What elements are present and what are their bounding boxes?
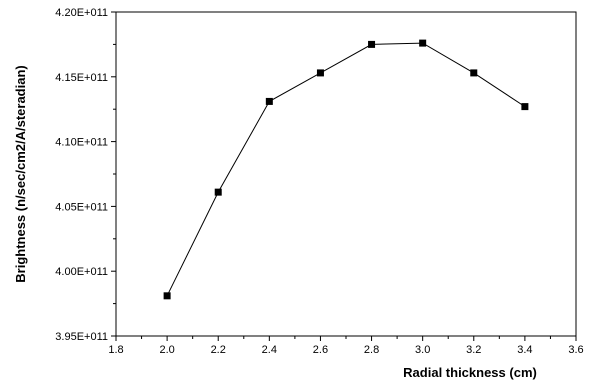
x-tick-label: 3.6 [568, 344, 583, 356]
y-tick-label: 4.15E+011 [55, 72, 108, 84]
x-tick-label: 3.4 [517, 344, 532, 356]
x-tick-label: 2.6 [313, 344, 328, 356]
plot-area-border [115, 11, 577, 337]
y-tick-label: 4.00E+011 [55, 266, 108, 278]
series-line [166, 42, 526, 297]
series-group [163, 39, 529, 300]
y-tick-label: 3.95E+011 [55, 331, 108, 343]
y-axis-tick-labels: 3.95E+011 4.00E+011 4.05E+011 4.10E+011 4.15… [55, 7, 108, 343]
x-tick-label: 2.0 [159, 344, 174, 356]
data-point-marker [265, 97, 273, 105]
x-axis-label: Radial thickness (cm) [403, 365, 537, 380]
y-axis-label: Brightness (n/sec/cm2/A/steradian) [13, 65, 28, 282]
x-axis-tick-labels: 1.8 2.0 2.2 2.4 2.6 2.8 3.0 3.2 3.4 3.6 [108, 344, 583, 356]
x-tick-label: 2.8 [364, 344, 379, 356]
y-tick-label: 4.10E+011 [55, 137, 108, 149]
data-point-marker [214, 188, 222, 196]
data-point-marker [368, 40, 376, 48]
data-point-marker [419, 39, 427, 47]
x-tick-label: 3.0 [415, 344, 430, 356]
y-tick-label: 4.05E+011 [55, 201, 108, 213]
data-point-marker [470, 69, 478, 77]
x-axis-ticks [115, 336, 577, 341]
data-point-marker [163, 292, 171, 300]
x-tick-label: 3.2 [466, 344, 481, 356]
data-point-marker [521, 103, 529, 111]
y-tick-label: 4.20E+011 [55, 7, 108, 19]
x-tick-label: 2.4 [262, 344, 277, 356]
axes-frame [115, 11, 577, 337]
y-axis-ticks [111, 11, 116, 337]
data-point-marker [316, 69, 324, 77]
x-tick-label: 1.8 [108, 344, 123, 356]
x-tick-label: 2.2 [211, 344, 226, 356]
